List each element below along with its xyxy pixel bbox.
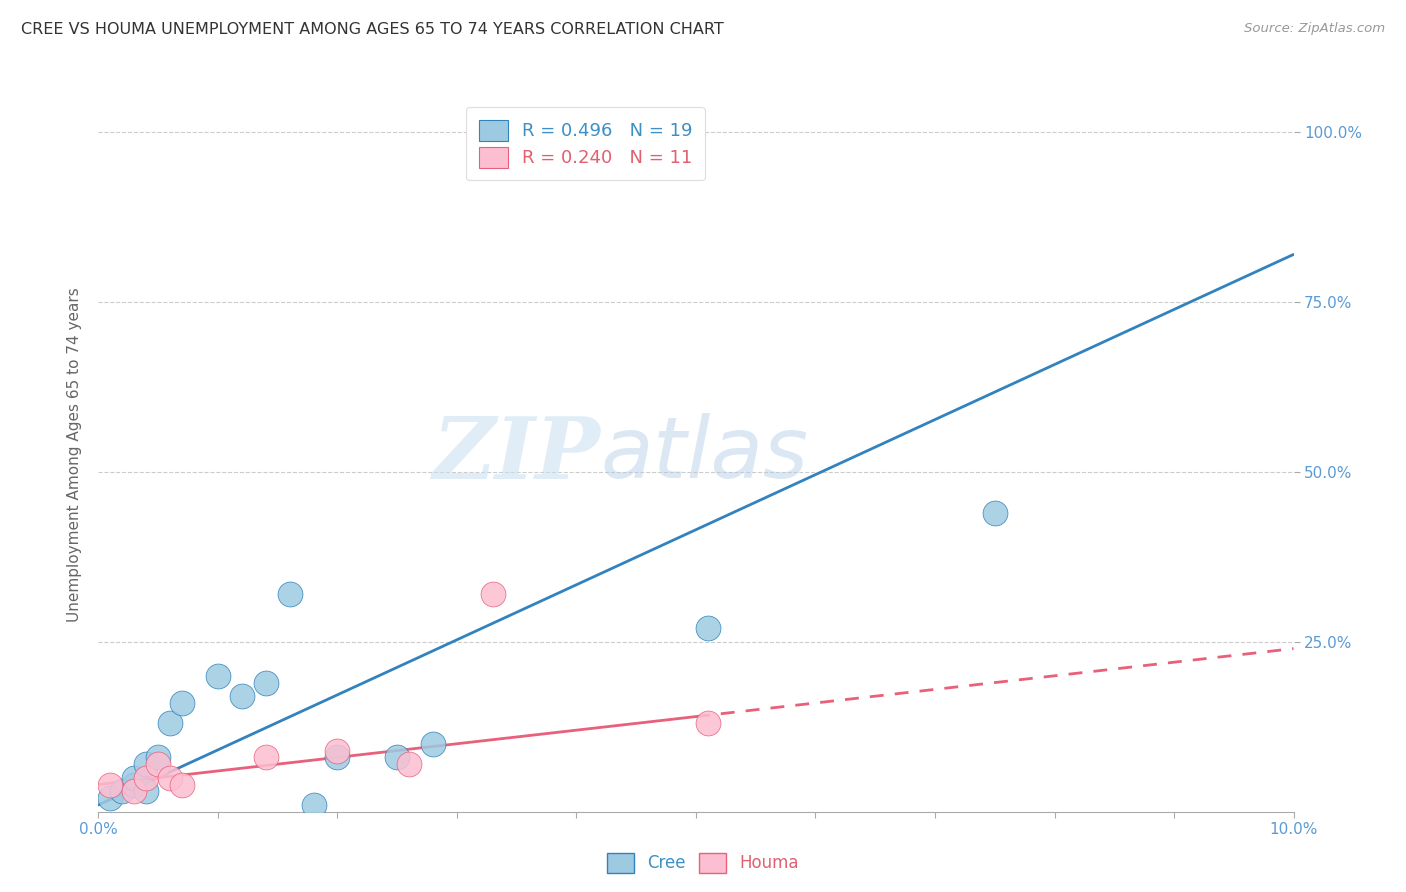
Point — [254, 750, 277, 764]
Point — [207, 669, 229, 683]
Point — [697, 621, 720, 635]
Point — [326, 743, 349, 757]
Point — [135, 757, 157, 772]
Point — [159, 771, 181, 785]
Point — [385, 750, 409, 764]
Text: Source: ZipAtlas.com: Source: ZipAtlas.com — [1244, 22, 1385, 36]
Point — [135, 784, 157, 798]
Point — [124, 771, 146, 785]
Point — [278, 587, 301, 601]
Point — [111, 784, 134, 798]
Point — [148, 757, 170, 772]
Point — [124, 784, 146, 798]
Point — [422, 737, 444, 751]
Point — [172, 696, 194, 710]
Point — [124, 778, 146, 792]
Point — [529, 138, 551, 153]
Point — [398, 757, 420, 772]
Point — [254, 675, 277, 690]
Legend: R = 0.496   N = 19, R = 0.240   N = 11: R = 0.496 N = 19, R = 0.240 N = 11 — [465, 107, 704, 180]
Point — [983, 506, 1005, 520]
Legend: Cree, Houma: Cree, Houma — [600, 847, 806, 880]
Text: atlas: atlas — [600, 413, 808, 497]
Point — [302, 797, 325, 812]
Point — [148, 750, 170, 764]
Point — [494, 138, 516, 153]
Y-axis label: Unemployment Among Ages 65 to 74 years: Unemployment Among Ages 65 to 74 years — [66, 287, 82, 623]
Point — [98, 791, 122, 805]
Point — [481, 587, 505, 601]
Point — [697, 716, 720, 731]
Point — [98, 778, 122, 792]
Text: ZIP: ZIP — [433, 413, 600, 497]
Point — [135, 771, 157, 785]
Point — [172, 778, 194, 792]
Point — [159, 716, 181, 731]
Text: CREE VS HOUMA UNEMPLOYMENT AMONG AGES 65 TO 74 YEARS CORRELATION CHART: CREE VS HOUMA UNEMPLOYMENT AMONG AGES 65… — [21, 22, 724, 37]
Point — [326, 750, 349, 764]
Point — [231, 689, 253, 703]
